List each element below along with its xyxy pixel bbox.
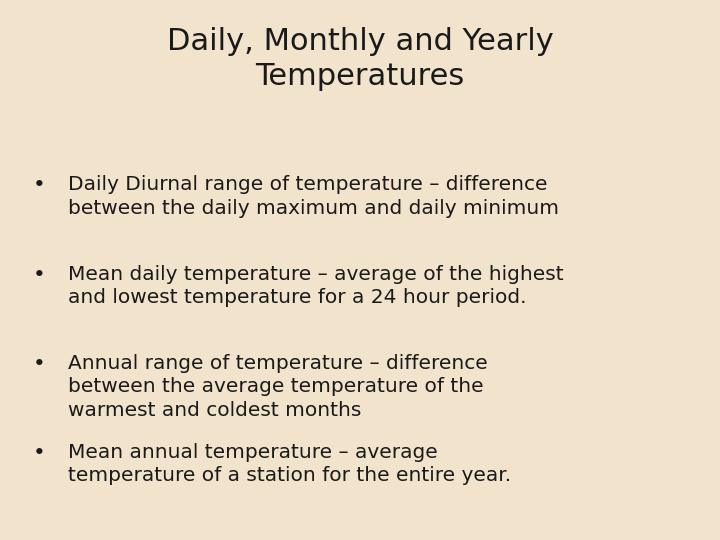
Text: •: • [33,265,46,285]
Text: Daily Diurnal range of temperature – difference
between the daily maximum and da: Daily Diurnal range of temperature – dif… [68,176,559,218]
Text: Daily, Monthly and Yearly
Temperatures: Daily, Monthly and Yearly Temperatures [166,27,554,91]
Text: •: • [33,176,46,195]
Text: •: • [33,443,46,463]
Text: Mean annual temperature – average
temperature of a station for the entire year.: Mean annual temperature – average temper… [68,443,511,485]
Text: Annual range of temperature – difference
between the average temperature of the
: Annual range of temperature – difference… [68,354,488,420]
Text: Mean daily temperature – average of the highest
and lowest temperature for a 24 : Mean daily temperature – average of the … [68,265,564,307]
Text: •: • [33,354,46,374]
